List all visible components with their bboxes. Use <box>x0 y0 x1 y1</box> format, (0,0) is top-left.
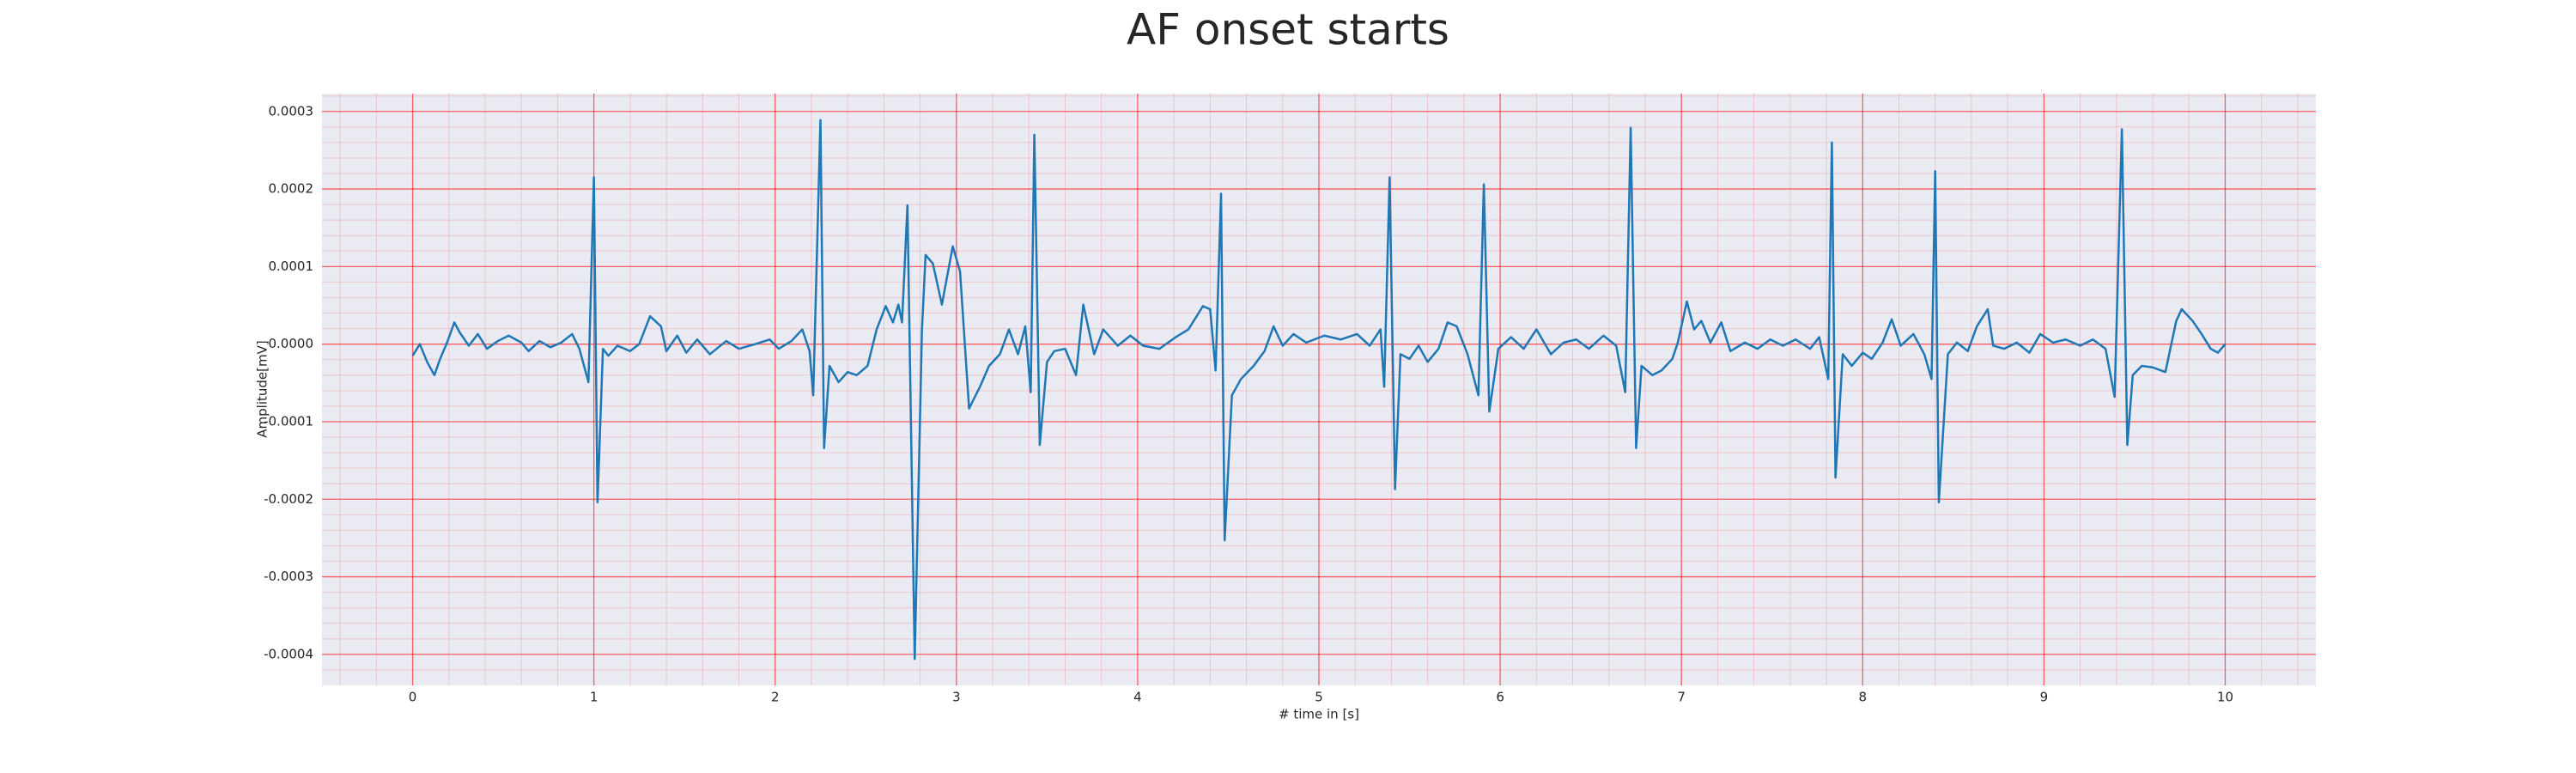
y-tick-label: 0.0003 <box>269 103 314 119</box>
y-tick-label: 0.0000 <box>269 336 314 351</box>
y-axis-label: Amplitude[mV] <box>255 340 270 437</box>
x-tick-label: 1 <box>590 690 598 705</box>
x-tick-label: 6 <box>1496 690 1504 705</box>
y-tick-label: 0.0002 <box>269 181 314 197</box>
x-tick-label: 2 <box>771 690 780 705</box>
y-tick-label: -0.0003 <box>264 569 313 584</box>
x-tick-label: 8 <box>1858 690 1867 705</box>
y-tick-label: -0.0002 <box>264 491 313 507</box>
x-tick-label: 10 <box>2217 690 2233 705</box>
x-tick-label: 0 <box>409 690 417 705</box>
y-tick-label: -0.0004 <box>264 646 313 661</box>
x-tick-label: 3 <box>952 690 961 705</box>
y-tick-label: -0.0001 <box>264 413 313 429</box>
chart-title: AF onset starts <box>1127 5 1449 55</box>
x-tick-label: 7 <box>1677 690 1686 705</box>
x-tick-label: 9 <box>2040 690 2049 705</box>
data-line <box>411 119 2227 660</box>
x-tick-label: 4 <box>1133 690 1142 705</box>
y-tick-label: 0.0001 <box>269 259 314 274</box>
x-tick-label: 5 <box>1315 690 1323 705</box>
x-axis-label: # time in [s] <box>1279 707 1359 722</box>
